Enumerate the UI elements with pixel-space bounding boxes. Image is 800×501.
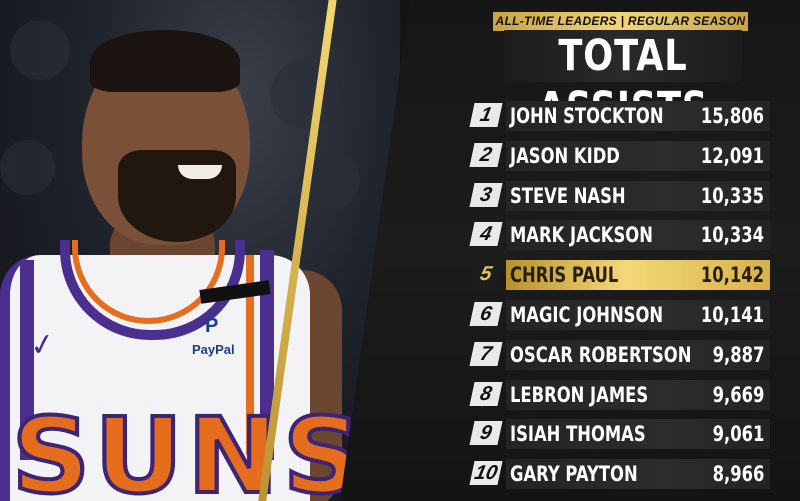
leader-row: 8 LEBRON JAMES 9,669 (469, 379, 772, 410)
player-name: OSCAR ROBERTSON (510, 342, 692, 367)
rank-badge: 8 (469, 381, 503, 406)
assist-total: 8,966 (712, 462, 764, 487)
player-name: MARK JACKSON (510, 223, 653, 248)
player-name: ISIAH THOMAS (510, 422, 646, 447)
rank-badge: 7 (469, 341, 503, 366)
player-photo: ✓ P PayPal SUNS (0, 0, 400, 501)
leader-row: 5 CHRIS PAUL 10,142 (469, 260, 772, 291)
assist-total: 10,142 (700, 263, 764, 288)
leader-row: 4 MARK JACKSON 10,334 (469, 220, 772, 251)
leader-row: 1 JOHN STOCKTON 15,806 (469, 101, 772, 131)
leader-row: 10 GARY PAYTON 8,966 (469, 459, 772, 490)
leader-row: 7 OSCAR ROBERTSON 9,887 (469, 339, 772, 370)
assist-total: 9,669 (712, 382, 764, 407)
player-name: CHRIS PAUL (510, 263, 619, 288)
rank-badge: 2 (469, 142, 503, 167)
player-name: STEVE NASH (510, 183, 626, 208)
leader-row: 6 MAGIC JOHNSON 10,141 (469, 300, 772, 330)
leader-bar: JOHN STOCKTON 15,806 (506, 101, 770, 131)
leader-bar: LEBRON JAMES 9,669 (506, 379, 770, 410)
sponsor-logo: PayPal (192, 342, 235, 357)
leaders-panel (340, 0, 800, 501)
assist-total: 10,335 (700, 183, 764, 208)
player-name: MAGIC JOHNSON (510, 303, 664, 327)
leader-bar: STEVE NASH 10,335 (506, 180, 770, 211)
assist-total: 9,061 (712, 422, 764, 447)
rank-badge: 5 (469, 262, 503, 287)
assist-total: 9,887 (712, 342, 764, 367)
leaderboard-subtitle: ALL-TIME LEADERS | REGULAR SEASON (493, 12, 748, 31)
leader-bar: OSCAR ROBERTSON 9,887 (506, 339, 770, 370)
leader-bar: MARK JACKSON 10,334 (506, 220, 770, 251)
leader-bar: JASON KIDD 12,091 (506, 140, 770, 171)
jersey-team-wordmark: SUNS (9, 393, 366, 501)
assist-total: 10,141 (700, 303, 764, 327)
assist-total: 10,334 (700, 223, 764, 248)
leaderboard-title: TOTAL ASSISTS (504, 30, 742, 133)
leader-row: 2 JASON KIDD 12,091 (469, 140, 772, 171)
player-name: LEBRON JAMES (510, 382, 649, 407)
rank-badge: 10 (469, 461, 503, 486)
player-smile (178, 165, 222, 179)
crowd-blur (0, 140, 55, 195)
leader-bar: GARY PAYTON 8,966 (506, 459, 770, 490)
leader-row: 9 ISIAH THOMAS 9,061 (469, 419, 772, 450)
player-hair (90, 30, 240, 92)
jersey-trim-left (20, 260, 34, 460)
leader-row: 3 STEVE NASH 10,335 (469, 180, 772, 211)
player-beard (118, 150, 236, 242)
rank-badge: 6 (469, 302, 503, 326)
rank-badge: 1 (469, 103, 503, 127)
jersey-trim-orange (246, 255, 254, 455)
crowd-blur (270, 60, 340, 130)
leader-bar: CHRIS PAUL 10,142 (506, 260, 770, 291)
sponsor-logo-mark: P (205, 315, 219, 337)
rank-badge: 4 (469, 222, 503, 247)
player-name: JASON KIDD (510, 143, 620, 168)
leader-bar: ISIAH THOMAS 9,061 (506, 419, 770, 450)
assist-total: 12,091 (700, 143, 764, 168)
player-name: GARY PAYTON (510, 462, 638, 487)
leader-bar: MAGIC JOHNSON 10,141 (506, 300, 770, 330)
crowd-blur (10, 20, 70, 80)
assist-total: 15,806 (700, 104, 764, 128)
rank-badge: 9 (469, 421, 503, 446)
player-name: JOHN STOCKTON (510, 104, 664, 128)
rank-badge: 3 (469, 182, 503, 207)
